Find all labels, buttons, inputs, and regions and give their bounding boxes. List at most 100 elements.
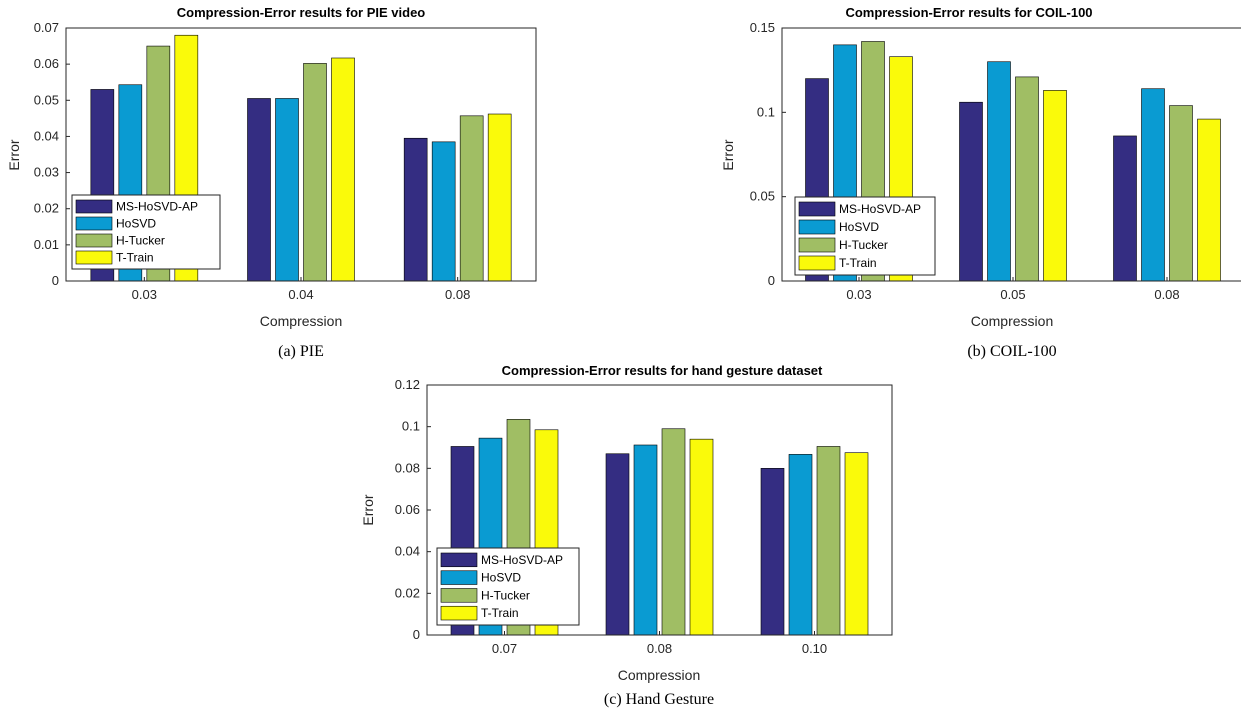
x-tick-label: 0.05 (1000, 287, 1025, 302)
bar-ms-hosvd-ap-0.04 (247, 98, 271, 282)
y-tick-label: 0.06 (34, 56, 59, 71)
y-axis: 0 0.05 0.1 0.15 (750, 20, 786, 288)
axes-frame (65, 27, 537, 282)
legend: MS-HoSVD-AP HoSVD H-Tucker T-Train (436, 547, 580, 626)
legend-swatch (798, 201, 836, 217)
chart-pie: Compression-Error results for PIE video … (6, 5, 537, 360)
y-tick-label: 0.07 (34, 20, 59, 35)
y-axis: 0 0.01 0.02 0.03 0.04 0.05 0.06 0.07 (34, 20, 70, 288)
bar-ms-hosvd-ap-0.05 (959, 101, 983, 282)
axes-frame (426, 384, 893, 636)
legend-swatch (798, 237, 836, 253)
y-axis-label: Error (360, 494, 376, 525)
bar-t-train-0.08 (1197, 118, 1221, 282)
legend-swatch (75, 250, 113, 265)
x-tick-label: 0.04 (288, 287, 313, 302)
x-tick-label: 0.03 (132, 287, 157, 302)
legend-swatch (75, 233, 113, 248)
bar-h-tucker-0.08 (459, 115, 484, 282)
y-axis-label: Error (6, 139, 22, 170)
x-tick-label: 0.03 (846, 287, 871, 302)
legend-label: HoSVD (481, 571, 521, 585)
legend-label: T-Train (116, 251, 154, 265)
bar-t-train-0.04 (331, 57, 355, 282)
y-tick-label: 0.02 (34, 201, 59, 216)
x-tick-label: 0.07 (492, 641, 517, 656)
y-tick-label: 0.15 (750, 20, 775, 35)
chart-title: Compression-Error results for hand gestu… (502, 363, 823, 378)
bar-t-train-0.08 (689, 438, 714, 636)
y-axis: 0 0.02 0.04 0.06 0.08 0.1 0.12 (395, 377, 431, 642)
x-axis: 0.03 0.04 0.08 (132, 277, 470, 302)
bar-hosvd-0.08 (1141, 88, 1165, 282)
bar-h-tucker-0.08 (661, 428, 686, 636)
legend-label: H-Tucker (116, 234, 165, 248)
y-tick-label: 0.08 (395, 460, 420, 475)
y-tick-label: 0.05 (750, 189, 775, 204)
chart-coil: Compression-Error results for COIL-100 0… (720, 5, 1241, 360)
y-tick-label: 0.1 (402, 419, 420, 434)
bar-hosvd-0.08 (431, 141, 456, 282)
chart-title: Compression-Error results for PIE video (177, 5, 426, 20)
legend-swatch (798, 219, 836, 235)
figure-caption: (c) Hand Gesture (604, 691, 714, 708)
y-tick-label: 0.03 (34, 165, 59, 180)
legend-label: T-Train (481, 606, 519, 620)
legend-label: MS-HoSVD-AP (481, 553, 563, 567)
bar-ms-hosvd-ap-0.08 (1113, 135, 1137, 282)
bar-h-tucker-0.08 (1169, 105, 1193, 282)
y-tick-label: 0.05 (34, 92, 59, 107)
bar-hosvd-0.04 (275, 98, 299, 282)
bar-t-train-0.08 (487, 113, 512, 282)
x-axis: 0.07 0.08 0.10 (492, 631, 827, 656)
bar-hosvd-0.10 (788, 454, 813, 636)
figure-caption: (b) COIL-100 (967, 343, 1056, 360)
y-tick-label: 0.06 (395, 502, 420, 517)
y-tick-label: 0.04 (34, 128, 59, 143)
legend-label: T-Train (839, 256, 877, 270)
y-tick-label: 0 (52, 273, 59, 288)
bar-hosvd-0.05 (987, 61, 1011, 282)
y-tick-label: 0.04 (395, 544, 420, 559)
legend-label: HoSVD (116, 217, 156, 231)
y-tick-label: 0.12 (395, 377, 420, 392)
legend-swatch (440, 588, 478, 603)
bar-h-tucker-0.10 (816, 446, 841, 636)
legend-label: HoSVD (839, 220, 879, 234)
legend-label: MS-HoSVD-AP (839, 202, 921, 216)
bar-h-tucker-0.05 (1015, 76, 1039, 282)
legend-swatch (440, 552, 478, 568)
bar-ms-hosvd-ap-0.10 (760, 468, 785, 636)
legend: MS-HoSVD-AP HoSVD H-Tucker T-Train (71, 194, 221, 270)
bar-hosvd-0.08 (633, 444, 658, 636)
bar-t-train-0.10 (844, 452, 869, 636)
x-axis: 0.03 0.05 0.08 (846, 277, 1180, 302)
bar-ms-hosvd-ap-0.08 (605, 453, 630, 636)
figure-caption: (a) PIE (278, 343, 324, 360)
x-tick-label: 0.10 (802, 641, 827, 656)
bar-ms-hosvd-ap-0.08 (403, 137, 428, 282)
bar-h-tucker-0.04 (303, 63, 327, 282)
legend-swatch (440, 570, 478, 585)
legend-swatch (75, 216, 113, 231)
y-tick-label: 0.1 (757, 104, 775, 119)
bar-t-train-0.05 (1043, 90, 1067, 282)
axes-frame (781, 27, 1241, 282)
chart-hand-gesture: Compression-Error results for hand gestu… (360, 363, 893, 708)
legend-label: MS-HoSVD-AP (116, 200, 198, 214)
y-tick-label: 0 (768, 273, 775, 288)
y-axis-label: Error (720, 139, 736, 170)
y-tick-label: 0.02 (395, 585, 420, 600)
legend-label: H-Tucker (839, 238, 888, 252)
y-tick-label: 0 (413, 627, 420, 642)
x-tick-label: 0.08 (647, 641, 672, 656)
legend: MS-HoSVD-AP HoSVD H-Tucker T-Train (794, 196, 936, 276)
x-axis-label: Compression (618, 667, 700, 683)
x-axis-label: Compression (260, 313, 342, 329)
legend-label: H-Tucker (481, 588, 530, 602)
legend-swatch (75, 199, 113, 214)
x-tick-label: 0.08 (1154, 287, 1179, 302)
legend-swatch (440, 605, 478, 621)
x-tick-label: 0.08 (445, 287, 470, 302)
